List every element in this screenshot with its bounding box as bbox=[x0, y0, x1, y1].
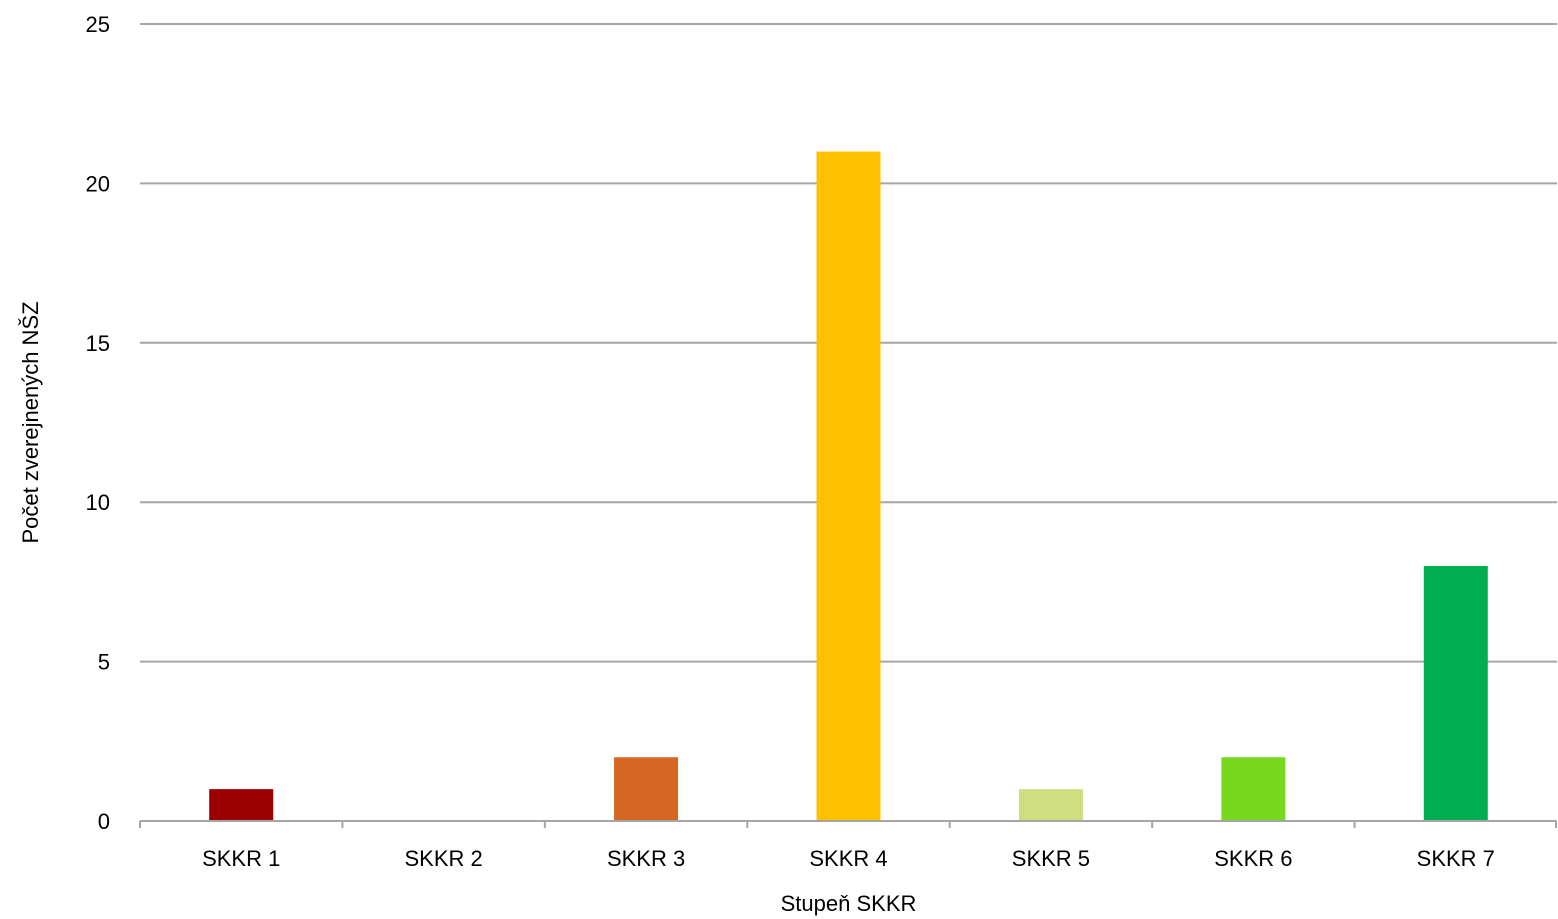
bar-skkr-1 bbox=[209, 789, 274, 821]
x-tick-label: SKKR 5 bbox=[1012, 846, 1090, 871]
bar-skkr-5 bbox=[1018, 789, 1083, 821]
y-axis-title: Počet zverejnených NŠZ bbox=[18, 301, 43, 543]
y-tick-label: 5 bbox=[98, 650, 110, 675]
x-axis bbox=[139, 820, 1557, 828]
x-tick-label: SKKR 4 bbox=[809, 846, 887, 871]
x-tick-label: SKKR 1 bbox=[202, 846, 280, 871]
y-tick-label: 0 bbox=[98, 809, 110, 834]
bars bbox=[209, 151, 1488, 821]
x-tick-label: SKKR 7 bbox=[1417, 846, 1495, 871]
bar-skkr-7 bbox=[1423, 565, 1488, 821]
y-tick-label: 10 bbox=[86, 490, 110, 515]
x-tick-label: SKKR 6 bbox=[1214, 846, 1292, 871]
bar-skkr-4 bbox=[816, 151, 881, 821]
x-axis-title: Stupeň SKKR bbox=[781, 891, 917, 916]
y-tick-label: 25 bbox=[86, 12, 110, 37]
x-axis-ticks: SKKR 1 SKKR 2 SKKR 3 SKKR 4 SKKR 5 SKKR 6 SKKR… bbox=[202, 846, 1495, 871]
y-tick-label: 15 bbox=[86, 331, 110, 356]
y-tick-label: 20 bbox=[86, 171, 110, 196]
x-tick-label: SKKR 2 bbox=[405, 846, 483, 871]
y-axis-ticks: 0 5 10 15 20 25 bbox=[86, 12, 110, 834]
x-tick-label: SKKR 3 bbox=[607, 846, 685, 871]
bar-skkr-6 bbox=[1221, 757, 1286, 821]
bar-skkr-3 bbox=[614, 757, 679, 821]
